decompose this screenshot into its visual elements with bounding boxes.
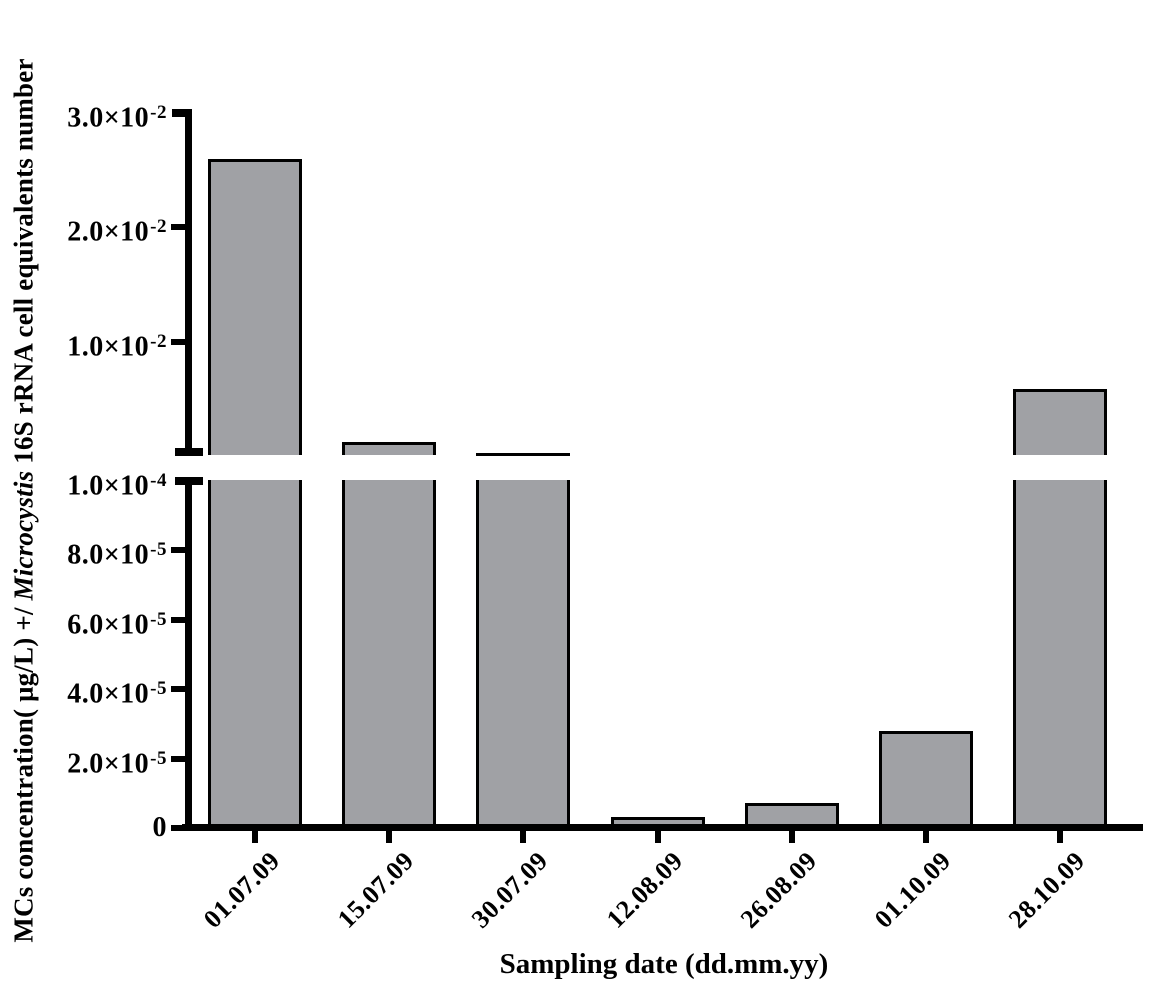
bar-lower-piece-30-07-09 bbox=[476, 480, 570, 828]
y-tick bbox=[171, 686, 185, 692]
x-tick-label-01-07-09: 01.07.09 bbox=[197, 846, 286, 934]
y-tick bbox=[171, 756, 185, 762]
y-tick-label-exponent: -2 bbox=[150, 331, 167, 352]
bar-01-10-09 bbox=[879, 731, 973, 828]
x-tick-28-10-09 bbox=[1057, 831, 1063, 843]
y-tick-label-mantissa: 0 bbox=[152, 812, 167, 843]
x-tick-15-07-09 bbox=[386, 831, 392, 843]
y-axis-title-prefix: MCs concentration( μg/L) +/ bbox=[8, 599, 39, 943]
y-tick-label: 6.0×10-5 bbox=[67, 600, 167, 641]
y-axis-title-italic: Microcystis bbox=[8, 470, 39, 600]
y-tick-label-exponent: -5 bbox=[150, 609, 167, 630]
y-tick bbox=[171, 547, 185, 553]
y-tick-label: 1.0×10-4 bbox=[67, 461, 167, 502]
y-tick-label-mantissa: 1.0×10 bbox=[67, 470, 150, 502]
x-tick-26-08-09 bbox=[789, 831, 795, 843]
y-tick-label-mantissa: 4.0×10 bbox=[67, 678, 150, 710]
x-tick-12-08-09 bbox=[655, 831, 661, 843]
y-tick bbox=[171, 825, 185, 831]
y-axis-upper-top-cap bbox=[172, 109, 192, 117]
y-tick-label-mantissa: 2.0×10 bbox=[67, 216, 150, 248]
bar-12-08-09 bbox=[611, 817, 705, 828]
y-tick-label-exponent: -2 bbox=[150, 102, 167, 123]
x-tick-01-07-09 bbox=[252, 831, 258, 843]
y-axis-lower-segment bbox=[185, 477, 192, 831]
y-tick-label-exponent: -5 bbox=[150, 678, 167, 699]
y-tick-label-mantissa: 1.0×10 bbox=[67, 331, 150, 363]
y-tick-label: 4.0×10-5 bbox=[67, 669, 167, 710]
x-tick-01-10-09 bbox=[923, 831, 929, 843]
y-tick-label-exponent: -2 bbox=[150, 216, 167, 237]
x-tick-30-07-09 bbox=[520, 831, 526, 843]
x-tick-label-26-08-09: 26.08.09 bbox=[734, 846, 823, 934]
y-axis-title: MCs concentration( μg/L) +/ Microcystis … bbox=[2, 0, 46, 1000]
y-tick-label: 1.0×10-2 bbox=[67, 322, 167, 363]
x-tick-label-01-10-09: 01.10.09 bbox=[868, 846, 957, 934]
x-tick-label-30-07-09: 30.07.09 bbox=[465, 846, 554, 934]
y-tick-label-exponent: -5 bbox=[150, 748, 167, 769]
bar-26-08-09 bbox=[745, 803, 839, 828]
x-tick-label-28-10-09: 28.10.09 bbox=[1002, 846, 1091, 934]
bar-upper-piece-01-07-09 bbox=[208, 159, 302, 455]
y-tick bbox=[171, 617, 185, 623]
y-axis-upper-segment bbox=[185, 109, 192, 456]
y-axis-break-cap-upper bbox=[175, 448, 203, 456]
x-axis-title: Sampling date (dd.mm.yy) bbox=[499, 948, 829, 980]
y-tick-label: 3.0×10-2 bbox=[67, 93, 167, 134]
bar-lower-piece-28-10-09 bbox=[1013, 480, 1107, 828]
x-tick-label-12-08-09: 12.08.09 bbox=[600, 846, 689, 934]
bar-upper-piece-30-07-09 bbox=[476, 453, 570, 456]
y-axis-title-suffix: 16S rRNA cell equivalents number bbox=[8, 57, 39, 471]
bar-upper-piece-15-07-09 bbox=[342, 442, 436, 455]
y-tick-label: 8.0×10-5 bbox=[67, 530, 167, 571]
y-tick-label: 0 bbox=[153, 808, 168, 848]
x-axis-line bbox=[182, 824, 1143, 831]
y-tick-label-mantissa: 6.0×10 bbox=[67, 609, 150, 641]
y-tick-label-mantissa: 3.0×10 bbox=[67, 102, 150, 134]
y-axis-title-text: MCs concentration( μg/L) +/ Microcystis … bbox=[9, 58, 40, 942]
y-tick-label: 2.0×10-2 bbox=[67, 207, 167, 248]
y-tick bbox=[171, 339, 185, 345]
y-tick-label-mantissa: 2.0×10 bbox=[67, 748, 150, 780]
y-tick-label-mantissa: 8.0×10 bbox=[67, 539, 150, 571]
y-tick-label: 2.0×10-5 bbox=[67, 739, 167, 780]
x-tick-label-15-07-09: 15.07.09 bbox=[331, 846, 420, 934]
bar-upper-piece-28-10-09 bbox=[1013, 389, 1107, 455]
bar-lower-piece-01-07-09 bbox=[208, 480, 302, 828]
y-tick-label-exponent: -4 bbox=[150, 470, 167, 491]
y-tick bbox=[171, 224, 185, 230]
y-tick-label-exponent: -5 bbox=[150, 539, 167, 560]
bar-lower-piece-15-07-09 bbox=[342, 480, 436, 828]
